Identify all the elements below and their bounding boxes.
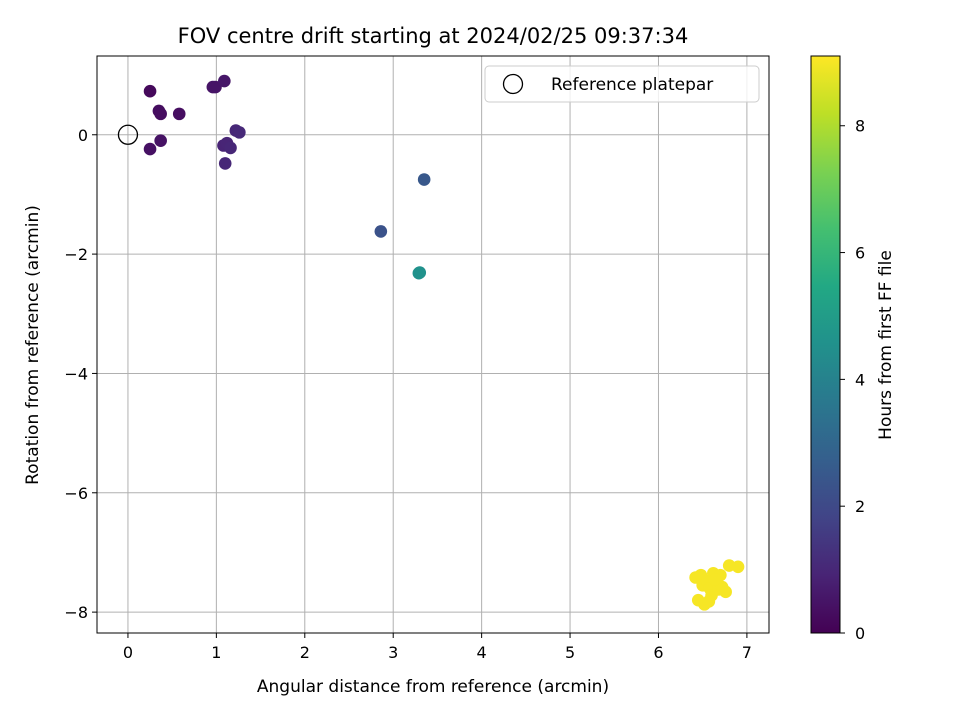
x-tick-label: 7 [742, 643, 752, 662]
colorbar-gradient [810, 55, 841, 634]
y-tick-label: −6 [64, 484, 88, 503]
colorbar-tick-label: 0 [855, 624, 865, 643]
y-axis-label: Rotation from reference (arcmin) [23, 205, 43, 485]
data-point [708, 572, 722, 586]
colorbar: 0 2 4 6 8 Hours from first FF file [810, 55, 896, 643]
grid [97, 56, 769, 633]
y-tick-label: −4 [64, 364, 88, 383]
data-point [412, 266, 426, 280]
data-point [154, 107, 167, 121]
x-axis-ticks: 0 1 2 3 4 5 6 7 [123, 633, 752, 662]
legend-box [484, 65, 760, 103]
data-point [417, 173, 431, 186]
data-point [719, 585, 732, 599]
y-axis-ticks: −8 −6 −4 −2 0 [64, 126, 97, 622]
x-axis-label: Angular distance from reference (arcmin) [257, 677, 609, 697]
legend: Reference platepar [484, 65, 760, 103]
x-tick-label: 2 [300, 643, 310, 662]
x-tick-label: 0 [123, 643, 133, 662]
colorbar-ticks: 0 2 4 6 8 [840, 117, 865, 643]
chart-title: FOV centre drift starting at 2024/02/25 … [178, 24, 689, 48]
data-point [154, 134, 167, 148]
colorbar-tick-label: 2 [855, 497, 865, 516]
colorbar-tick-label: 4 [855, 370, 865, 389]
data-point [374, 225, 388, 238]
y-tick-label: 0 [78, 126, 88, 145]
x-tick-label: 6 [653, 643, 663, 662]
data-point [172, 107, 186, 121]
data-point [702, 595, 716, 608]
data-point [731, 560, 745, 574]
data-point [209, 80, 222, 94]
y-tick-label: −8 [64, 603, 88, 622]
data-point [143, 142, 157, 156]
x-tick-label: 3 [388, 643, 398, 662]
plot-frame [96, 55, 770, 634]
reference-platepar-marker [117, 124, 139, 145]
x-tick-label: 5 [565, 643, 575, 662]
data-points [117, 74, 745, 611]
data-point [224, 141, 237, 155]
legend-label-reference: Reference platepar [551, 75, 713, 95]
data-point [218, 157, 232, 170]
y-tick-label: −2 [64, 245, 88, 264]
x-tick-label: 4 [477, 643, 487, 662]
colorbar-tick-label: 8 [855, 117, 865, 136]
x-tick-label: 1 [211, 643, 221, 662]
data-point [233, 126, 246, 139]
legend-marker-reference [502, 73, 524, 95]
data-point [218, 74, 231, 88]
data-point [143, 84, 157, 98]
colorbar-tick-label: 6 [855, 244, 865, 263]
colorbar-label: Hours from first FF file [876, 250, 896, 440]
